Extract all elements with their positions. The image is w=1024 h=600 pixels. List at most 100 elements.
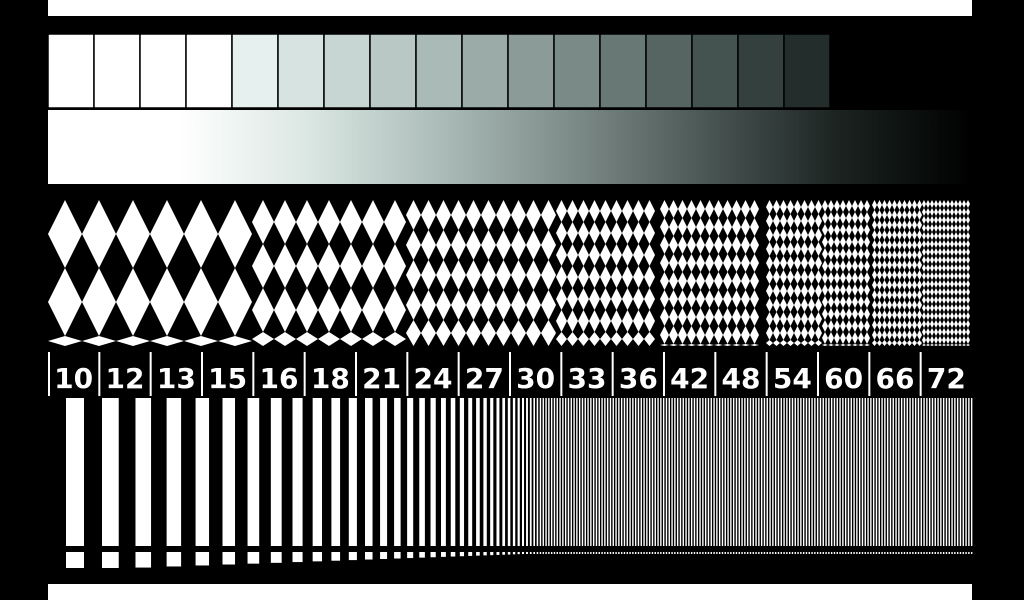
diamond-shape xyxy=(116,268,150,336)
diamond-shape xyxy=(954,288,958,296)
resolution-square xyxy=(348,552,357,561)
diamond-shape xyxy=(780,312,787,326)
diamond-shape xyxy=(926,272,930,280)
diamond-shape xyxy=(938,216,942,224)
diamond-shape xyxy=(958,216,962,224)
frequency-label: 13 xyxy=(157,362,196,395)
diamond-shape xyxy=(907,250,912,260)
resolution-square xyxy=(567,552,570,554)
resolution-square xyxy=(814,552,816,554)
diamond-shape xyxy=(902,290,907,300)
diamond-shape xyxy=(946,240,950,248)
diamond-shape xyxy=(864,236,870,248)
diamond-shape xyxy=(938,224,942,232)
resolution-bar xyxy=(867,398,869,546)
resolution-square xyxy=(648,552,651,554)
diamond-shape xyxy=(787,298,794,312)
diamond-shape xyxy=(496,290,511,320)
diamond-shape xyxy=(922,336,926,344)
diamond-shape xyxy=(828,308,834,320)
diamond-shape xyxy=(766,228,773,242)
diamond-shape xyxy=(950,240,954,248)
diamond-shape xyxy=(858,344,864,346)
resolution-bar xyxy=(833,398,836,546)
diamond-shape xyxy=(966,216,970,224)
diamond-shape xyxy=(950,312,954,320)
diamond-shape xyxy=(907,230,912,240)
diamond-shape xyxy=(750,344,759,346)
resolution-square xyxy=(595,552,598,554)
diamond-shape xyxy=(966,264,970,272)
diamond-shape xyxy=(934,208,938,216)
resolution-bar xyxy=(590,398,592,546)
diamond-shape xyxy=(669,308,678,326)
resolution-square xyxy=(741,552,743,554)
diamond-shape xyxy=(877,270,882,280)
label-divider xyxy=(611,352,614,396)
diamond-shape xyxy=(958,312,962,320)
resolution-square xyxy=(620,552,623,554)
resolution-bar xyxy=(931,398,934,546)
diamond-shape xyxy=(887,320,892,330)
diamond-shape xyxy=(766,200,773,214)
resolution-square xyxy=(135,552,152,568)
resolution-square xyxy=(483,552,487,556)
resolution-square xyxy=(724,552,726,554)
diamond-shape xyxy=(946,256,950,264)
resolution-square xyxy=(772,552,774,554)
diamond-shape xyxy=(822,344,828,346)
diamond-shape xyxy=(872,310,877,320)
diamond-shape xyxy=(846,248,852,260)
resolution-square xyxy=(679,552,682,554)
resolution-square xyxy=(195,552,210,566)
diamond-shape xyxy=(877,260,882,270)
diamond-shape xyxy=(887,280,892,290)
diamond-shape xyxy=(808,326,815,340)
diamond-shape xyxy=(946,344,950,346)
resolution-bar xyxy=(864,398,866,546)
resolution-square xyxy=(822,552,824,554)
label-divider xyxy=(48,352,50,396)
resolution-square xyxy=(881,552,883,554)
resolution-bar xyxy=(564,398,567,546)
diamond-shape xyxy=(481,230,496,260)
bottom-margin-strip xyxy=(48,584,972,600)
diamond-shape xyxy=(897,340,902,346)
diamond-shape xyxy=(384,244,406,288)
diamond-shape xyxy=(962,296,966,304)
diamond-shape xyxy=(930,256,934,264)
diamond-shape xyxy=(678,308,687,326)
diamond-shape xyxy=(496,260,511,290)
resolution-square xyxy=(948,552,950,554)
resolution-bar xyxy=(521,398,525,546)
diamond-shape xyxy=(938,256,942,264)
diamond-shape xyxy=(660,308,669,326)
resolution-bar xyxy=(850,398,852,546)
diamond-shape xyxy=(872,210,877,220)
diamond-shape xyxy=(938,280,942,288)
resolution-bar xyxy=(856,398,858,546)
resolution-square xyxy=(601,552,603,554)
diamond-shape xyxy=(362,244,384,288)
resolution-bar xyxy=(898,398,900,546)
diamond-shape xyxy=(714,254,723,272)
resolution-bar xyxy=(634,398,637,546)
resolution-square xyxy=(707,552,710,554)
diamond-shape xyxy=(828,260,834,272)
diamond-shape xyxy=(882,320,887,330)
diamond-shape xyxy=(815,312,822,326)
resolution-bar xyxy=(794,398,796,546)
resolution-bar xyxy=(679,398,682,546)
resolution-bar xyxy=(805,398,808,546)
diamond-shape xyxy=(934,328,938,336)
diamond-shape xyxy=(218,268,252,336)
diamond-shape xyxy=(858,224,864,236)
diamond-shape xyxy=(934,312,938,320)
resolution-bar xyxy=(430,398,436,546)
diamond-shape xyxy=(787,214,794,228)
diamond-shape xyxy=(840,332,846,344)
diamond-shape xyxy=(962,200,966,208)
diamond-shape xyxy=(892,340,897,346)
diamond-shape xyxy=(872,330,877,340)
resolution-bar xyxy=(968,398,970,546)
